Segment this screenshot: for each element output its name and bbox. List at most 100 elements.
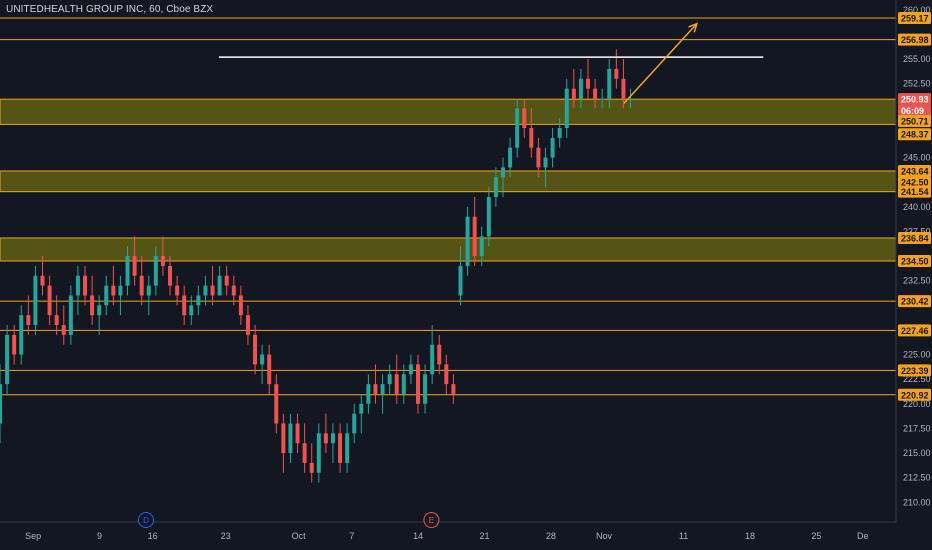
candle <box>614 49 619 89</box>
x-tick-label: Nov <box>596 531 613 541</box>
candle <box>394 354 399 404</box>
x-tick-label: 16 <box>148 531 158 541</box>
candle <box>182 285 187 326</box>
svg-text:242.50: 242.50 <box>901 178 929 188</box>
svg-text:259.17: 259.17 <box>901 14 929 24</box>
y-tick-label: 217.50 <box>903 423 931 433</box>
candle <box>5 325 10 394</box>
candle <box>571 68 576 109</box>
price-axis[interactable]: 260.00 255.00 252.50 245.00 240.00 237.50 232.… <box>895 0 932 550</box>
y-tick-label: 225.00 <box>903 350 931 360</box>
candle <box>274 374 279 434</box>
candle <box>451 374 456 404</box>
candles <box>0 49 633 483</box>
y-tick-label: 252.50 <box>903 79 931 89</box>
candle <box>160 236 165 276</box>
candle <box>472 196 477 266</box>
candle <box>352 403 357 444</box>
candle <box>224 265 229 296</box>
y-tick-label: 240.00 <box>903 202 931 212</box>
candle <box>444 354 449 394</box>
x-tick-label: 23 <box>221 531 231 541</box>
svg-text:230.42: 230.42 <box>901 297 929 307</box>
supply-demand-zones <box>0 98 897 262</box>
y-tick-label: 210.00 <box>903 497 931 507</box>
candle <box>415 354 420 414</box>
svg-text:E: E <box>429 516 434 525</box>
candle <box>423 364 428 414</box>
projection-arrow[interactable] <box>623 23 698 104</box>
candle <box>338 423 343 473</box>
svg-text:234.50: 234.50 <box>901 257 929 267</box>
candle <box>437 334 442 375</box>
candle <box>153 246 158 296</box>
candle <box>401 364 406 404</box>
candle <box>33 265 38 335</box>
candle <box>557 118 562 148</box>
candle <box>621 59 626 109</box>
candle <box>302 423 307 473</box>
candle <box>493 167 498 207</box>
candle <box>564 78 569 138</box>
x-tick-label: 14 <box>413 531 423 541</box>
candle <box>600 88 605 109</box>
price-tag: 236.84 <box>898 231 931 244</box>
candle <box>628 88 633 109</box>
x-tick-label: Oct <box>292 531 307 541</box>
chart-title: UNITEDHEALTH GROUP INC, 60, Cboe BZX <box>6 4 214 15</box>
y-tick-label: 245.00 <box>903 153 931 163</box>
candle <box>529 108 534 158</box>
candle <box>578 68 583 109</box>
candle <box>543 147 548 188</box>
svg-text:D: D <box>143 516 149 525</box>
x-tick-label: 25 <box>811 531 821 541</box>
price-tag: 259.17 <box>898 12 931 25</box>
svg-text:250.93: 250.93 <box>901 95 929 105</box>
x-tick-label: 18 <box>745 531 755 541</box>
candle <box>295 413 300 454</box>
candle <box>522 98 527 138</box>
x-tick-label: 21 <box>479 531 489 541</box>
candle <box>408 354 413 385</box>
svg-text:220.92: 220.92 <box>901 390 929 400</box>
price-tag: 250.93 <box>898 93 931 106</box>
price-tag: 234.50 <box>898 255 931 267</box>
candle <box>550 128 555 168</box>
y-tick-label: 212.50 <box>903 473 931 483</box>
earnings-event-icon[interactable]: E <box>423 512 440 528</box>
svg-text:248.37: 248.37 <box>901 130 929 140</box>
price-tag: 243.64 <box>898 164 931 177</box>
candle <box>139 256 144 306</box>
candle <box>118 275 123 316</box>
y-tick-label: 255.00 <box>903 54 931 64</box>
price-tag: 250.71 <box>898 115 931 128</box>
candle <box>245 305 250 345</box>
x-tick-label: 11 <box>679 531 688 541</box>
svg-text:256.98: 256.98 <box>901 35 929 45</box>
candle <box>26 295 31 335</box>
candle <box>146 275 151 316</box>
candle <box>217 265 222 296</box>
candle <box>238 285 243 326</box>
candle <box>515 98 520 158</box>
price-tag: 227.46 <box>898 324 931 337</box>
dividend-event-icon[interactable]: D <box>138 512 155 528</box>
candle <box>430 325 435 385</box>
candle <box>593 78 598 109</box>
time-axis[interactable]: Sep 9 16 23 Oct 7 14 21 28 Nov 11 18 25 De <box>0 521 932 550</box>
zone-0[interactable] <box>0 98 897 125</box>
svg-text:236.84: 236.84 <box>901 233 929 243</box>
candle <box>508 137 513 178</box>
zone-1[interactable] <box>0 170 897 193</box>
candle <box>387 364 392 394</box>
y-tick-label: 220.00 <box>903 399 931 409</box>
candle <box>203 275 208 306</box>
candle <box>267 344 272 394</box>
candle <box>281 413 286 473</box>
x-tick-label: De <box>857 531 869 541</box>
candle <box>359 393 364 434</box>
candle <box>380 374 385 414</box>
y-tick-label: 232.50 <box>903 276 931 286</box>
